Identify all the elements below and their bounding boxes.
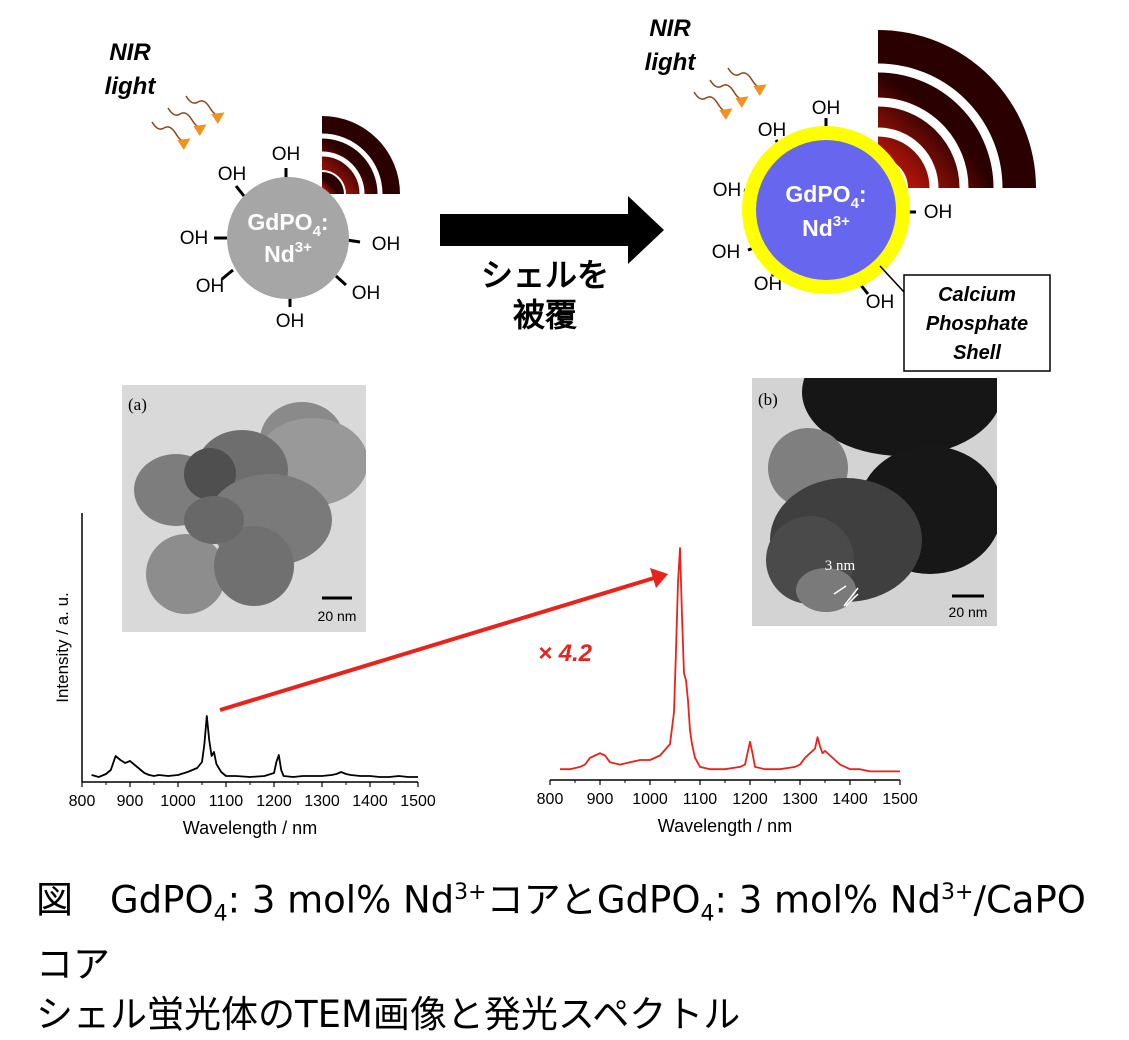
series-line	[91, 715, 418, 778]
spectrum-uncoated: Intensity / a. u. 800 900 1000 1100 1200 1300 1…	[53, 513, 436, 838]
enhancement-arrow: × 4.2	[219, 568, 668, 712]
x-tick-label: 800	[537, 791, 564, 808]
x-tick-label: 1000	[160, 793, 196, 810]
nir-wave-arrow	[167, 107, 207, 136]
svg-text:Calcium: Calcium	[938, 284, 1016, 306]
caption-line-2: シェル蛍光体のTEM画像と発光スペクトル	[36, 992, 741, 1036]
tem-image-b: (b) 3 nm 20 nm	[752, 378, 997, 626]
shell-callout-line	[879, 265, 905, 293]
nir-wave-arrow	[709, 79, 749, 108]
core-uncoated: GdPO4: Nd3+	[227, 177, 349, 299]
oh-label: OH	[196, 276, 225, 297]
scale-label-b: 20 nm	[949, 604, 988, 620]
gdpo4-core	[756, 140, 896, 280]
oh-label: OH	[372, 234, 401, 255]
x-tick-label: 900	[587, 791, 614, 808]
svg-text:GdPO4:: GdPO4:	[247, 209, 328, 240]
thickness-marker	[843, 587, 859, 607]
oh-label: OH	[218, 164, 247, 185]
x-axis-label: Wavelength / nm	[658, 816, 792, 836]
scale-label-a: 20 nm	[318, 608, 357, 624]
x-tick-label: 1400	[832, 791, 868, 808]
x-tick-label: 800	[69, 793, 96, 810]
coating-arrow: シェルを 被覆	[440, 196, 664, 334]
nir-wave-arrow	[151, 121, 191, 150]
oh-label: OH	[758, 120, 787, 141]
heat-wave-small	[322, 116, 400, 194]
x-tick-label: 1300	[304, 793, 340, 810]
arrow-label: シェルを	[481, 256, 609, 294]
x-tick-label: 1000	[632, 791, 668, 808]
oh-label: OH	[352, 283, 381, 304]
nir-label: NIR	[649, 15, 691, 42]
y-axis-label: Intensity / a. u.	[53, 592, 72, 703]
x-tick-label: 1100	[209, 793, 244, 810]
x-tick-label: 1500	[882, 791, 918, 808]
oh-label: OH	[713, 180, 742, 201]
svg-text:Phosphate: Phosphate	[926, 313, 1028, 335]
x-axis-label: Wavelength / nm	[183, 818, 317, 838]
nir-label: NIR	[109, 39, 151, 66]
oh-label: OH	[272, 144, 301, 165]
arrow-label: 被覆	[513, 296, 577, 334]
svg-text:Nd3+: Nd3+	[802, 213, 850, 241]
core-label: GdPO	[785, 181, 850, 207]
shell-thickness-label: 3 nm	[825, 558, 856, 574]
shell-label-box: Calcium Phosphate Shell	[903, 274, 1051, 372]
figure-caption: 図 GdPO4: 3 mol% Nd3+コアとGdPO4: 3 mol% Nd3…	[36, 868, 1106, 1040]
caption-line-1: 図 GdPO4: 3 mol% Nd3+コアとGdPO4: 3 mol% Nd3…	[36, 878, 1086, 986]
panel-label-b: (b)	[758, 390, 778, 409]
oh-label: OH	[866, 292, 895, 313]
enhancement-label: × 4.2	[538, 640, 593, 667]
x-tick-label: 1400	[352, 793, 388, 810]
oh-label: OH	[812, 98, 841, 119]
light-label: light	[105, 73, 157, 100]
svg-text:Shell: Shell	[953, 342, 1001, 364]
oh-label: OH	[276, 311, 305, 332]
nir-light-right: NIR light	[645, 15, 767, 120]
oh-label: OH	[924, 202, 953, 223]
svg-text:Nd3+: Nd3+	[264, 239, 312, 267]
svg-text:GdPO4:: GdPO4:	[785, 181, 866, 212]
x-tick-label: 1200	[256, 793, 292, 810]
figure-canvas: NIR light OH OH OH OH OH OH OH GdPO4: Nd	[53, 15, 1051, 838]
tem-image-a: (a) 20 nm	[122, 385, 366, 632]
x-tick-label: 1100	[683, 791, 718, 808]
spectrum-coated: 800 900 1000 1100 1200 1300 1400 1500 Wavelength…	[537, 547, 918, 836]
figure: NIR light OH OH OH OH OH OH OH GdPO4: Nd	[36, 15, 1086, 1036]
oh-label: OH	[754, 274, 783, 295]
panel-label-a: (a)	[128, 395, 147, 414]
nir-wave-arrow	[693, 91, 733, 120]
x-tick-label: 1500	[400, 793, 436, 810]
nir-wave-arrow	[727, 67, 767, 96]
core-label: GdPO	[247, 209, 312, 235]
thickness-marker	[845, 593, 859, 607]
x-tick-label: 1200	[732, 791, 768, 808]
oh-label: OH	[712, 242, 741, 263]
x-tick-label: 1300	[782, 791, 818, 808]
thickness-marker	[833, 585, 847, 595]
oh-groups-left: OH OH OH OH OH OH OH	[180, 144, 401, 332]
light-label: light	[645, 49, 697, 76]
nir-light-left: NIR light	[105, 39, 225, 150]
oh-label: OH	[180, 228, 209, 249]
series-line	[560, 547, 900, 773]
core-shell-particle: GdPO4: Nd3+	[742, 126, 910, 294]
nir-wave-arrow	[185, 95, 225, 124]
x-tick-label: 900	[117, 793, 144, 810]
